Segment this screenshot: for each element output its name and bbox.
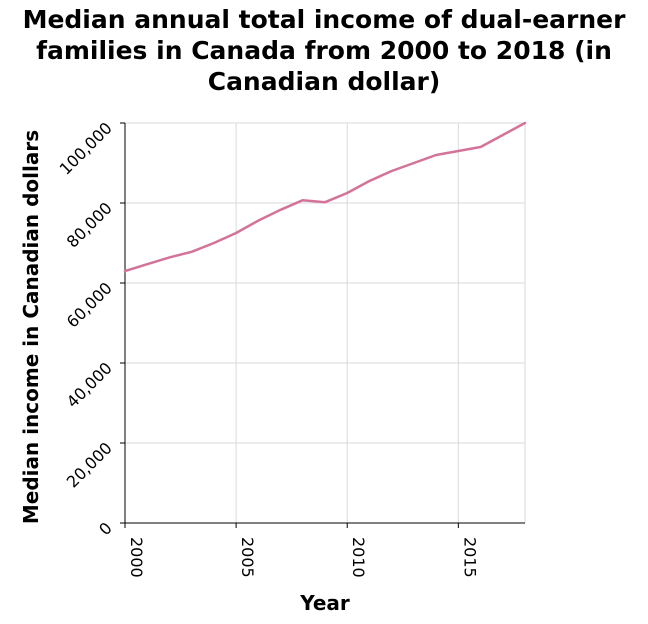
x-axis-title: Year [299, 591, 350, 615]
axes [120, 123, 525, 528]
series-line [125, 123, 525, 271]
y-tick-label: 20,000 [63, 438, 116, 491]
y-tick-label: 0 [95, 518, 116, 539]
grid-lines [125, 123, 525, 523]
x-tick-label: 2010 [349, 537, 368, 578]
y-tick-label: 40,000 [63, 358, 116, 411]
tick-labels: 2000 2005 2010 2015 0 20,000 40,000 60,000 80,00… [56, 118, 480, 577]
x-tick-label: 2015 [460, 537, 479, 578]
x-tick-label: 2000 [127, 537, 146, 578]
y-tick-label: 80,000 [63, 198, 116, 251]
y-tick-label: 60,000 [63, 278, 116, 331]
series-layer [125, 123, 525, 271]
y-axis-title: Median income in Canadian dollars [19, 130, 43, 524]
x-tick-label: 2005 [238, 537, 257, 578]
y-tick-label: 100,000 [56, 118, 116, 178]
